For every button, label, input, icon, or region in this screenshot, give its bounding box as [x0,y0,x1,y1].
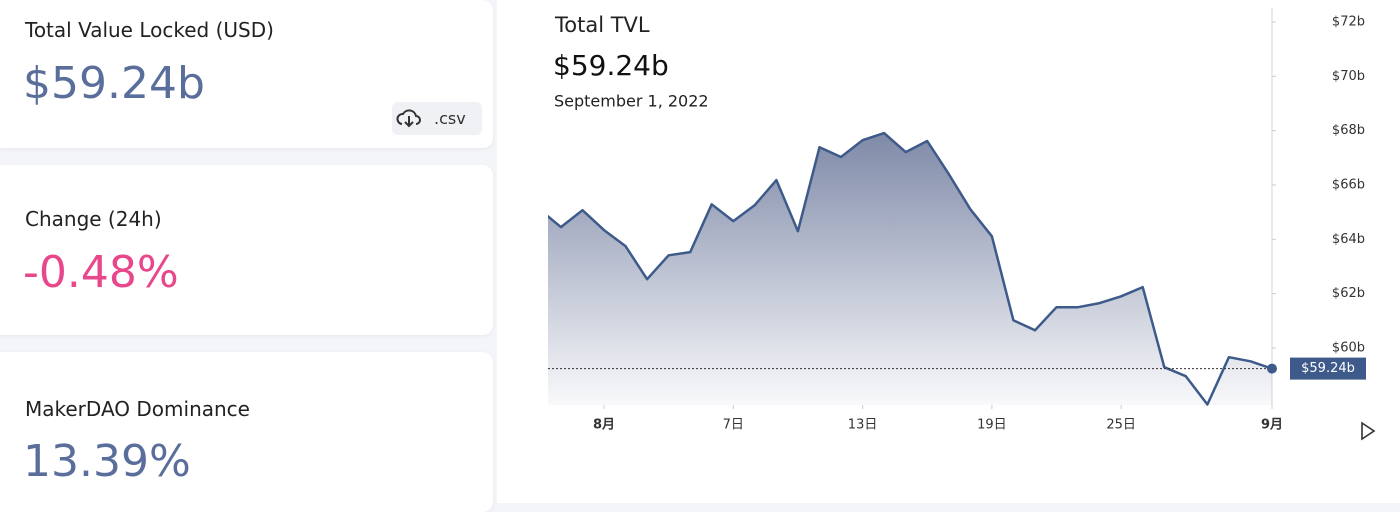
card-value: 13.39% [23,436,191,487]
tvl-card: Total Value Locked (USD) $59.24b .csv [0,0,493,148]
line [548,131,1273,406]
chart-date: September 1, 2022 [554,92,709,111]
y-tick-label: $60b [1332,340,1365,355]
y-tick-label: $68b [1332,123,1365,138]
change-card: Change (24h) -0.48% [0,165,493,335]
area-fill [548,133,1272,405]
value-tag [1290,357,1366,380]
plot [548,131,1273,406]
download-icon [396,109,421,128]
card-label: MakerDAO Dominance [25,397,250,421]
x-tick-label: 8月 [593,418,615,433]
x-tick-label: 13日 [848,418,878,433]
chart-title: Total TVL [554,13,650,37]
play-icon[interactable] [1361,421,1376,441]
card-value: $59.24b [23,58,205,109]
card-label: Change (24h) [25,207,162,231]
card-value: -0.48% [23,247,179,298]
chart-value: $59.24b [553,49,669,82]
y-tick-label: $64b [1332,232,1365,247]
last-point [1267,363,1277,374]
x-tick-label: 7日 [723,418,744,433]
x-tick-label: 19日 [977,418,1007,433]
value-label: $59.24b [1301,361,1355,376]
download-label: .csv [434,109,466,128]
y-tick-label: $66b [1332,177,1365,192]
x-tick-label: 9月 [1261,418,1283,433]
x-tick-label: 25日 [1106,418,1136,433]
y-tick-label: $70b [1332,69,1365,84]
download-button[interactable]: .csv [392,102,482,135]
y-tick-label: $72b [1332,15,1365,30]
card-label: Total Value Locked (USD) [25,18,274,42]
dominance-card: MakerDAO Dominance 13.39% [0,352,493,512]
y-tick-label: $62b [1332,286,1365,301]
